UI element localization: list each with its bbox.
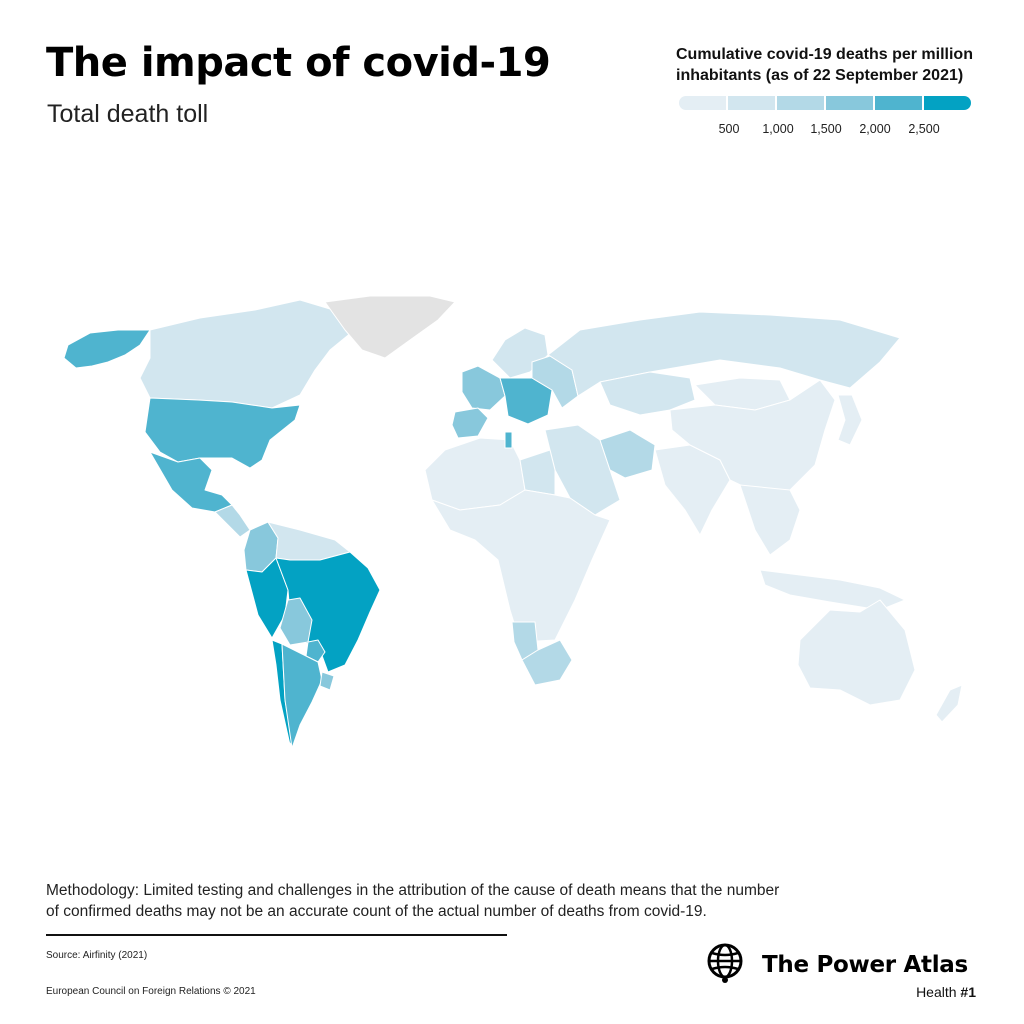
legend-tick-label: 1,500 <box>810 122 842 136</box>
methodology-note: Methodology: Limited testing and challen… <box>46 880 806 922</box>
map-region-alaska <box>63 329 151 369</box>
legend-tick-label: 2,500 <box>908 122 940 136</box>
globe-icon <box>707 943 743 983</box>
map-region-venezuela-guianas <box>267 521 351 561</box>
world-map <box>63 295 963 749</box>
map-region-paraguay <box>305 639 326 663</box>
map-region-uruguay <box>319 671 335 691</box>
page-subtitle: Total death toll <box>47 100 209 128</box>
legend-swatch <box>679 96 728 110</box>
map-region-iberia <box>451 407 489 439</box>
map-region-tunisia <box>504 431 513 449</box>
map-region-greenland <box>324 295 456 359</box>
source-note: Source: Airfinity (2021) <box>46 950 148 961</box>
methodology-line1: Methodology: Limited testing and challen… <box>46 882 780 899</box>
series-label: Health #1 <box>916 984 976 1000</box>
map-region-argentina <box>281 643 323 749</box>
legend-color-scale <box>679 96 971 110</box>
legend-swatch <box>826 96 875 110</box>
brand-name: The Power Atlas <box>762 952 968 978</box>
series-number: #1 <box>960 984 976 1000</box>
map-region-australia <box>797 599 916 706</box>
map-region-south-africa <box>521 639 573 686</box>
copyright-note: European Council on Foreign Relations © … <box>46 986 256 997</box>
legend-swatch <box>728 96 777 110</box>
page-title: The impact of covid-19 <box>46 40 551 86</box>
legend-swatch <box>924 96 971 110</box>
map-region-western-europe <box>461 365 506 411</box>
map-region-united-states <box>144 397 301 469</box>
legend-title-line1: Cumulative covid-19 deaths per million <box>676 46 973 63</box>
map-region-libya <box>519 449 556 496</box>
map-region-new-zealand <box>935 684 963 723</box>
map-region-japan <box>837 394 863 446</box>
legend: Cumulative covid-19 deaths per million i… <box>676 44 976 136</box>
map-region-central-asia <box>599 371 696 416</box>
legend-swatch <box>875 96 924 110</box>
divider <box>46 934 507 936</box>
map-region-mexico <box>149 451 233 513</box>
map-region-southeast-asia <box>739 484 801 556</box>
map-region-russia <box>547 311 901 397</box>
map-region-china <box>669 379 836 493</box>
map-region-indonesia <box>759 569 906 611</box>
methodology-line2: of confirmed deaths may not be an accura… <box>46 903 707 920</box>
series-name: Health <box>916 984 957 1000</box>
map-region-iran <box>599 429 656 479</box>
legend-title: Cumulative covid-19 deaths per million i… <box>676 44 976 86</box>
map-region-middle-east <box>544 424 621 516</box>
map-region-canada <box>139 299 353 409</box>
legend-tick-label: 2,000 <box>859 122 891 136</box>
map-region-sub-saharan-africa <box>431 489 611 643</box>
legend-title-line2: inhabitants (as of 22 September 2021) <box>676 67 964 84</box>
legend-tick-label: 1,000 <box>762 122 794 136</box>
map-region-central-america <box>214 504 251 538</box>
legend-tick-labels: 500 1,000 1,500 2,000 2,500 <box>676 122 976 138</box>
legend-swatch <box>777 96 826 110</box>
map-region-peru <box>245 557 289 639</box>
legend-tick-label: 500 <box>718 122 740 136</box>
